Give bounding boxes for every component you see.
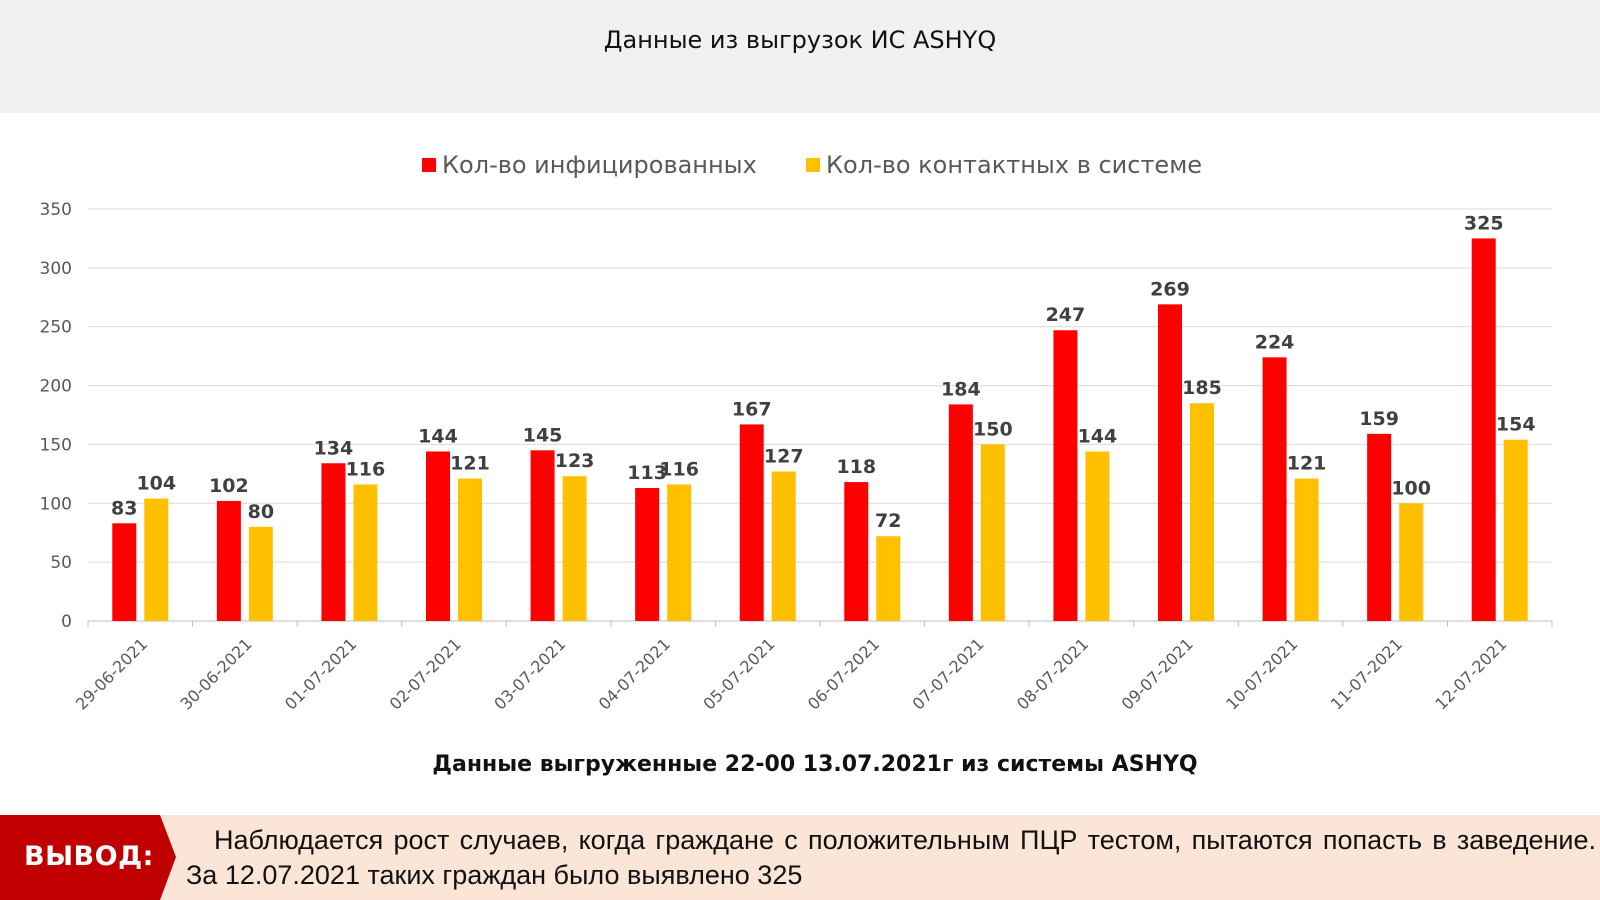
data-label: 127 xyxy=(764,446,804,468)
data-label: 325 xyxy=(1464,212,1504,234)
x-tick-label: 29-06-2021 xyxy=(72,634,151,713)
bar-contacts xyxy=(771,471,796,621)
bar-contacts xyxy=(562,476,587,621)
legend-swatch xyxy=(806,158,820,172)
chart-legend: Кол-во инфицированных Кол-во контактных в… xyxy=(422,151,1202,179)
data-label: 144 xyxy=(418,425,458,447)
conclusion-panel: ВЫВОД: Наблюдается рост случаев, когда г… xyxy=(0,815,1600,900)
bar-contacts xyxy=(458,478,482,621)
x-tick-label: 06-07-2021 xyxy=(804,634,883,713)
chart-footnote: Данные выгруженные 22-00 13.07.2021г из … xyxy=(432,752,1198,777)
data-label: 247 xyxy=(1046,304,1086,326)
x-tick-label: 10-07-2021 xyxy=(1222,634,1301,713)
legend-label: Кол-во инфицированных xyxy=(442,151,757,179)
page-title: Данные из выгрузок ИС ASHYQ xyxy=(603,26,997,54)
legend-swatch xyxy=(422,158,436,172)
data-label: 72 xyxy=(875,510,901,532)
data-label: 123 xyxy=(555,450,595,472)
data-label: 104 xyxy=(136,473,176,495)
x-tick-label: 01-07-2021 xyxy=(281,634,360,713)
data-label: 154 xyxy=(1496,414,1536,436)
x-tick-label: 11-07-2021 xyxy=(1327,634,1406,713)
bar-contacts xyxy=(1085,451,1110,621)
x-tick-label: 03-07-2021 xyxy=(490,634,569,713)
data-label: 167 xyxy=(732,398,772,420)
x-tick-label: 09-07-2021 xyxy=(1118,634,1197,713)
data-label: 145 xyxy=(523,424,563,446)
y-tick-label: 350 xyxy=(40,200,72,220)
bar-contacts xyxy=(980,444,1005,621)
x-tick-label: 04-07-2021 xyxy=(595,634,674,713)
x-tick-label: 05-07-2021 xyxy=(699,634,778,713)
bar-infected xyxy=(1367,433,1392,621)
y-tick-label: 0 xyxy=(61,612,72,632)
bar-infected xyxy=(426,451,450,621)
bar-contacts xyxy=(353,484,378,621)
data-label: 113 xyxy=(627,462,667,484)
bar-infected xyxy=(635,487,660,621)
data-label: 224 xyxy=(1255,331,1295,353)
x-tick-label: 08-07-2021 xyxy=(1013,634,1092,713)
x-tick-label: 12-07-2021 xyxy=(1431,634,1510,713)
x-tick-label: 07-07-2021 xyxy=(909,634,988,713)
data-label: 83 xyxy=(111,497,137,519)
y-tick-label: 300 xyxy=(40,259,72,279)
y-tick-label: 150 xyxy=(40,435,72,455)
data-label: 121 xyxy=(450,453,490,475)
bar-infected xyxy=(321,463,346,621)
conclusion-label: ВЫВОД: xyxy=(24,841,154,872)
x-tick-label: 02-07-2021 xyxy=(386,634,465,713)
data-label: 269 xyxy=(1150,278,1190,300)
bar-infected xyxy=(112,523,137,621)
y-tick-label: 50 xyxy=(50,553,72,573)
data-label: 150 xyxy=(973,418,1013,440)
conclusion-label-tag xyxy=(0,815,176,900)
y-tick-label: 100 xyxy=(40,494,72,514)
data-label: 159 xyxy=(1359,408,1399,430)
data-label: 184 xyxy=(941,378,981,400)
data-label: 80 xyxy=(248,501,274,523)
header-banner: Данные из выгрузок ИС ASHYQ xyxy=(0,0,1600,113)
chart-bars xyxy=(112,238,1528,621)
bar-infected xyxy=(216,500,241,621)
data-label: 116 xyxy=(346,458,386,480)
bar-contacts xyxy=(1294,478,1319,621)
conclusion-text: Наблюдается рост случаев, когда граждане… xyxy=(186,825,1596,890)
bar-contacts xyxy=(248,526,273,621)
bar-infected xyxy=(739,424,764,621)
bar-infected xyxy=(1053,330,1078,621)
data-label: 100 xyxy=(1391,477,1431,499)
bar-infected xyxy=(1471,238,1496,621)
bar-contacts xyxy=(876,536,901,621)
bar-contacts xyxy=(144,498,169,621)
bar-infected xyxy=(530,450,555,621)
bar-infected xyxy=(1262,357,1287,621)
bar-contacts xyxy=(667,484,692,621)
data-label: 144 xyxy=(1078,425,1118,447)
data-label: 118 xyxy=(836,456,876,478)
x-tick-label: 30-06-2021 xyxy=(177,634,256,713)
data-label: 134 xyxy=(314,437,354,459)
legend-label: Кол-во контактных в системе xyxy=(826,151,1202,179)
bar-contacts xyxy=(1190,403,1214,621)
data-label: 102 xyxy=(209,475,249,497)
x-axis: 29-06-2021 30-06-2021 01-07-2021 02-07-2021… xyxy=(72,621,1553,714)
y-axis: 0 50 100 150 200 250 300 350 xyxy=(40,200,72,632)
data-label: 185 xyxy=(1182,377,1222,399)
y-tick-label: 250 xyxy=(40,318,72,338)
bar-contacts xyxy=(1399,503,1424,621)
data-label: 116 xyxy=(659,458,699,480)
bar-infected xyxy=(948,404,973,621)
bar-infected xyxy=(844,482,869,621)
data-label: 121 xyxy=(1287,453,1327,475)
chart-grid xyxy=(88,208,1552,622)
bar-contacts xyxy=(1503,439,1528,621)
y-tick-label: 200 xyxy=(40,377,72,397)
bar-infected xyxy=(1158,304,1182,621)
